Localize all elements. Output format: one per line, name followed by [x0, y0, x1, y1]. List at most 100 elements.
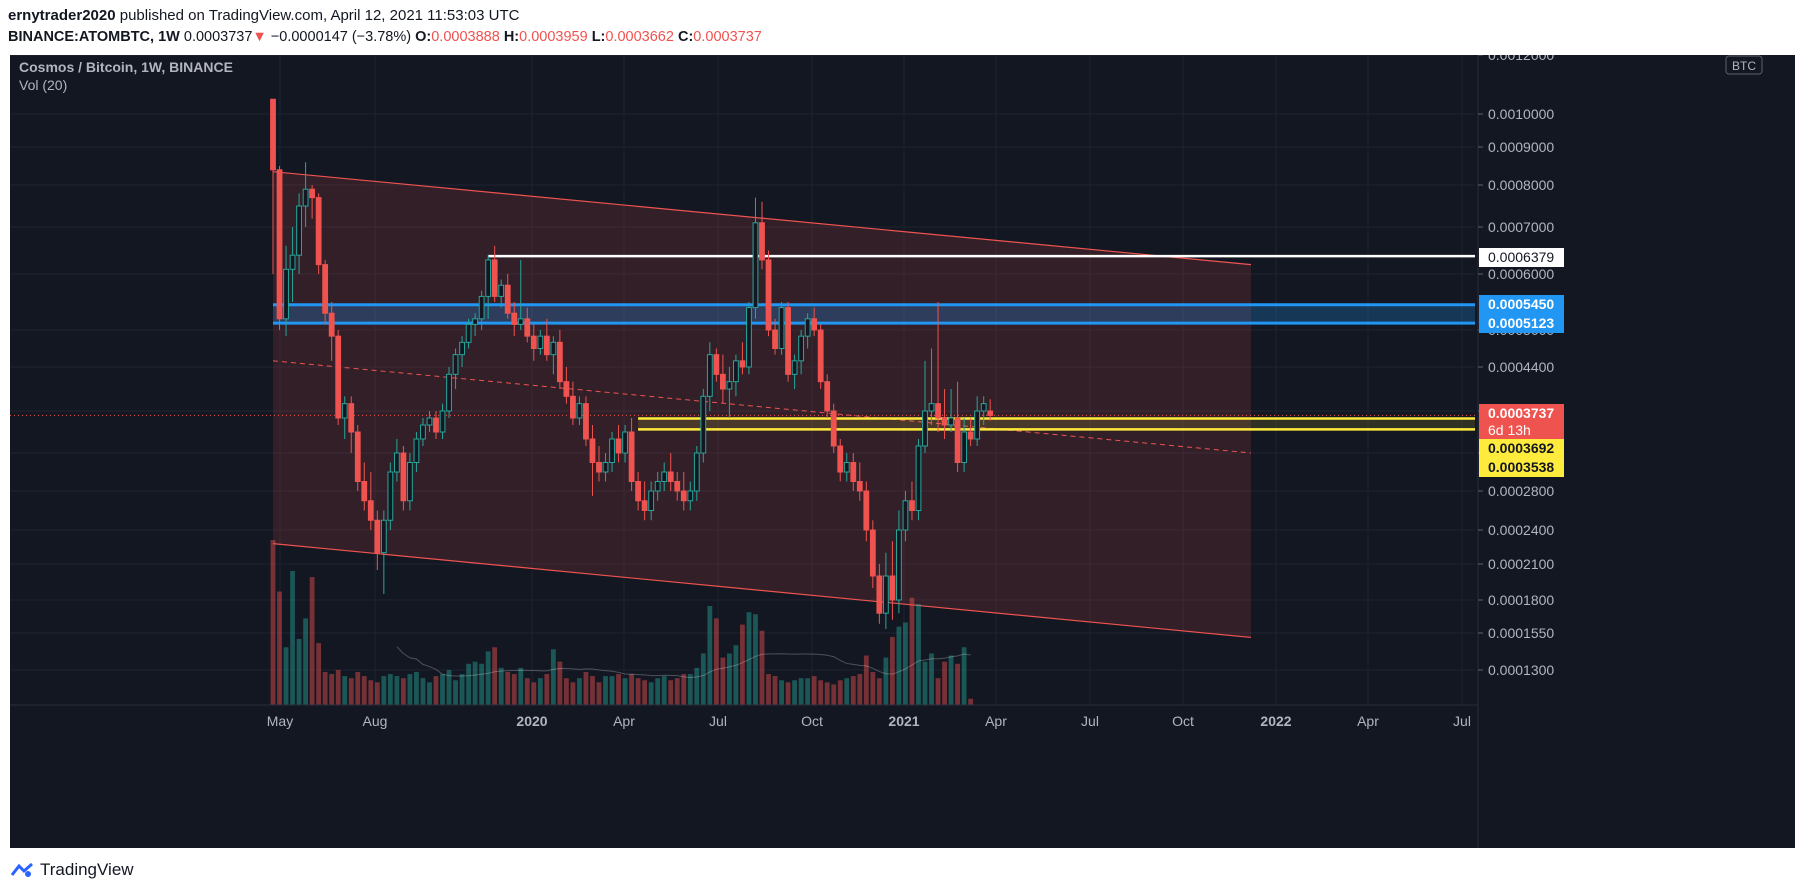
volume-bar [740, 624, 745, 705]
volume-bar [511, 674, 517, 705]
time-axis[interactable]: May Aug 2020 Apr Jul Oct 2021 Apr Jul Oct 2022 Apr J… [267, 713, 1471, 729]
resistance-zone[interactable] [273, 304, 1475, 324]
volume-bar [961, 647, 967, 705]
candle-body [413, 438, 420, 463]
volume-bar [818, 680, 824, 705]
volume-bar [805, 678, 811, 705]
time-tick-label[interactable]: Apr [613, 713, 635, 729]
candle-body [446, 373, 452, 412]
price-tick-label: 0.0012000 [1488, 55, 1554, 63]
time-tick-label[interactable]: 2020 [516, 713, 547, 729]
volume-bar [713, 618, 719, 705]
volume-bar [342, 676, 348, 705]
volume-bar [850, 676, 856, 705]
candle-body [830, 410, 837, 447]
volume-bar [948, 655, 954, 705]
volume-bar [296, 639, 302, 705]
time-tick-label[interactable]: 2022 [1260, 713, 1291, 729]
volume-bar [896, 626, 902, 705]
support-zone[interactable] [638, 418, 1475, 430]
time-tick-label[interactable]: Jul [1453, 713, 1471, 729]
candle-body [654, 481, 661, 492]
candle-body [543, 335, 550, 356]
time-tick-label[interactable]: 2021 [888, 713, 919, 729]
price-tick-label: 0.0002800 [1488, 483, 1554, 499]
volume-bar [583, 672, 589, 705]
candle-body [491, 259, 498, 297]
countdown-label: 6d 13h [1488, 422, 1531, 438]
low-value: 0.0003662 [605, 29, 674, 45]
last-price: 0.0003737 [183, 29, 253, 45]
volume-bar [446, 669, 452, 705]
volume-bar [564, 678, 569, 705]
volume-bar [394, 676, 400, 705]
price-channel[interactable] [272, 171, 1252, 639]
candle-body [869, 529, 876, 577]
currency-badge[interactable]: BTC [1725, 55, 1763, 75]
volume-bar [355, 672, 361, 705]
volume-bar [407, 674, 413, 705]
candle-body [498, 284, 505, 297]
volume-bar [903, 622, 908, 705]
time-tick-label[interactable]: Apr [1357, 713, 1379, 729]
open-label: O: [415, 29, 432, 45]
candle-body [485, 259, 492, 297]
channel-mid-line[interactable] [272, 360, 1252, 454]
price-label-value: 0.0003538 [1488, 459, 1554, 475]
brand-footer[interactable]: TradingView [10, 860, 134, 880]
volume-bar [479, 663, 485, 705]
volume-bar [727, 653, 732, 705]
time-tick-label[interactable]: Oct [801, 713, 823, 729]
price-tick-label: 0.0009000 [1488, 139, 1554, 155]
volume-bar [277, 591, 282, 705]
candle-body [785, 307, 791, 375]
time-tick-label[interactable]: Jul [1081, 713, 1099, 729]
candle-body [459, 341, 465, 356]
candle-body [974, 410, 981, 440]
price-chart[interactable]: 0.0012000 0.0010000 0.0009000 0.0008000 0.00… [10, 47, 1795, 848]
volume-bar [831, 684, 837, 705]
candle-body [882, 575, 889, 614]
volume-bar [968, 698, 974, 705]
channel-lower-line[interactable] [272, 543, 1252, 639]
time-tick-label[interactable]: Aug [363, 713, 388, 729]
chart-frame[interactable]: 0.0012000 0.0010000 0.0009000 0.0008000 0.00… [10, 47, 1795, 848]
time-tick-label[interactable]: Oct [1172, 713, 1194, 729]
candle-body [550, 341, 557, 356]
volume-bar [772, 676, 778, 705]
volume-bar [498, 667, 504, 705]
candle-body [824, 381, 831, 412]
candle-body [400, 452, 407, 502]
volume-bar [283, 647, 289, 705]
price-tick-label: 0.0004400 [1488, 359, 1554, 375]
volume-bar [785, 682, 791, 705]
candle-body [739, 360, 746, 368]
candle-body [426, 417, 433, 426]
candle-body [765, 259, 772, 331]
volume-bar [700, 653, 706, 705]
close-label: C: [677, 29, 694, 45]
volume-bar [596, 682, 602, 705]
candle-body [759, 222, 765, 261]
volume-bar [368, 680, 374, 705]
volume-bar [746, 612, 752, 705]
author-name[interactable]: ernytrader2020 [8, 7, 116, 24]
candle-body [348, 403, 355, 433]
candle-body [472, 318, 479, 325]
candle-body [772, 329, 778, 349]
zones[interactable] [10, 254, 1475, 431]
volume-bar [453, 680, 458, 705]
candle-body [420, 424, 426, 440]
time-tick-label[interactable]: May [267, 713, 293, 729]
volume-bar [687, 674, 693, 705]
volume-bar [348, 678, 354, 705]
close-value: 0.0003737 [693, 29, 762, 45]
candle-body [948, 417, 954, 426]
price-label-box [1479, 314, 1564, 333]
candle-body [850, 462, 857, 482]
candle-body [843, 462, 850, 473]
time-tick-label[interactable]: Apr [985, 713, 1007, 729]
time-tick-label[interactable]: Jul [709, 713, 727, 729]
price-label-box [1479, 295, 1564, 314]
price-tick-label: 0.0008000 [1488, 177, 1554, 193]
